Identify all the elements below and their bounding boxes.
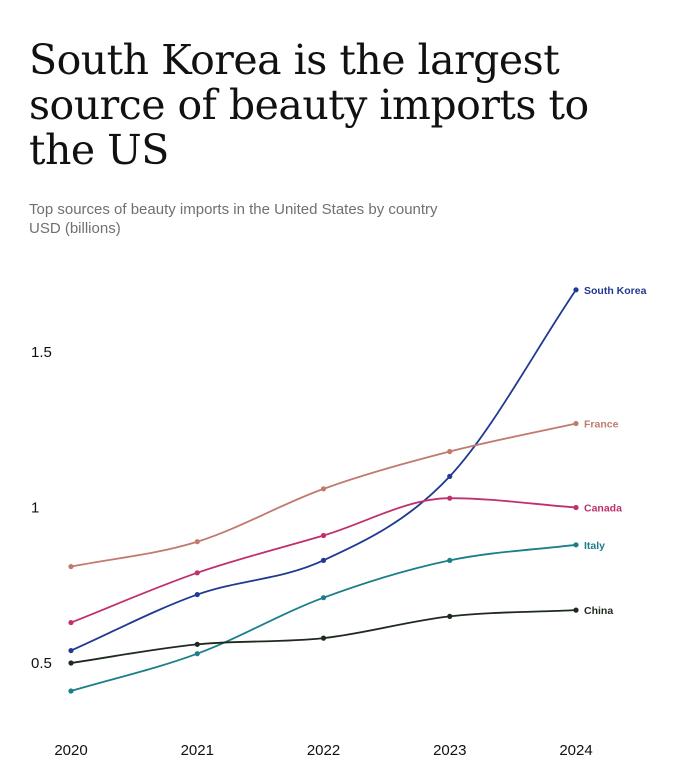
series-label-italy: Italy (584, 540, 605, 552)
data-point-france-2022 (320, 486, 327, 492)
x-tick-label-2024: 2024 (559, 742, 592, 759)
chart-units: USD (billions) (29, 220, 121, 237)
data-point-south-korea-2022 (320, 557, 327, 563)
data-point-south-korea-2024 (573, 287, 579, 293)
chart-subtitle: Top sources of beauty imports in the Uni… (29, 201, 438, 218)
y-tick-label-1-5: 1.5 (31, 344, 52, 361)
data-point-canada-2024 (573, 504, 579, 511)
y-axis: 0.5 1 1.5 (31, 344, 52, 672)
x-tick-label-2023: 2023 (433, 742, 466, 759)
data-point-france-2021 (194, 539, 200, 545)
chart-title: South Korea is the largest source of bea… (29, 36, 589, 174)
series-label-china: China (584, 605, 613, 617)
series-points (68, 287, 579, 694)
data-point-china-2020 (68, 660, 74, 666)
series-line-france (70, 422, 577, 568)
data-point-france-2020 (68, 563, 74, 570)
data-point-france-2023 (447, 448, 453, 455)
x-tick-label-2021: 2021 (181, 742, 214, 759)
series-label-south-korea: South Korea (584, 285, 647, 297)
data-point-china-2021 (194, 641, 200, 647)
series-labels: South Korea France Canada Italy China (584, 285, 647, 617)
y-tick-label-0-5: 0.5 (31, 655, 52, 672)
x-tick-label-2020: 2020 (54, 742, 87, 759)
data-point-south-korea-2020 (68, 647, 74, 654)
series-label-canada: Canada (584, 503, 622, 515)
data-point-canada-2023 (447, 495, 453, 501)
data-point-south-korea-2021 (194, 591, 200, 598)
data-point-canada-2022 (320, 532, 327, 539)
data-point-china-2022 (320, 635, 327, 641)
data-point-italy-2024 (573, 542, 579, 548)
x-tick-label-2022: 2022 (307, 742, 340, 759)
data-point-italy-2023 (447, 557, 453, 563)
series-label-france: France (584, 419, 619, 431)
data-point-canada-2020 (68, 619, 74, 626)
data-point-france-2024 (573, 420, 579, 427)
data-point-canada-2021 (194, 570, 200, 576)
y-tick-label-1: 1 (31, 500, 39, 517)
series-line-italy (70, 543, 577, 692)
x-axis: 2020 2021 2022 2023 2024 (54, 742, 592, 759)
series-line-south-korea (70, 288, 577, 652)
data-point-china-2024 (573, 607, 579, 613)
data-point-italy-2022 (320, 595, 327, 601)
data-point-italy-2021 (194, 651, 200, 657)
chart-subtitle-block: Top sources of beauty imports in the Uni… (29, 200, 629, 238)
data-point-china-2023 (447, 613, 453, 619)
data-point-south-korea-2023 (447, 473, 453, 479)
data-point-italy-2020 (68, 688, 74, 694)
